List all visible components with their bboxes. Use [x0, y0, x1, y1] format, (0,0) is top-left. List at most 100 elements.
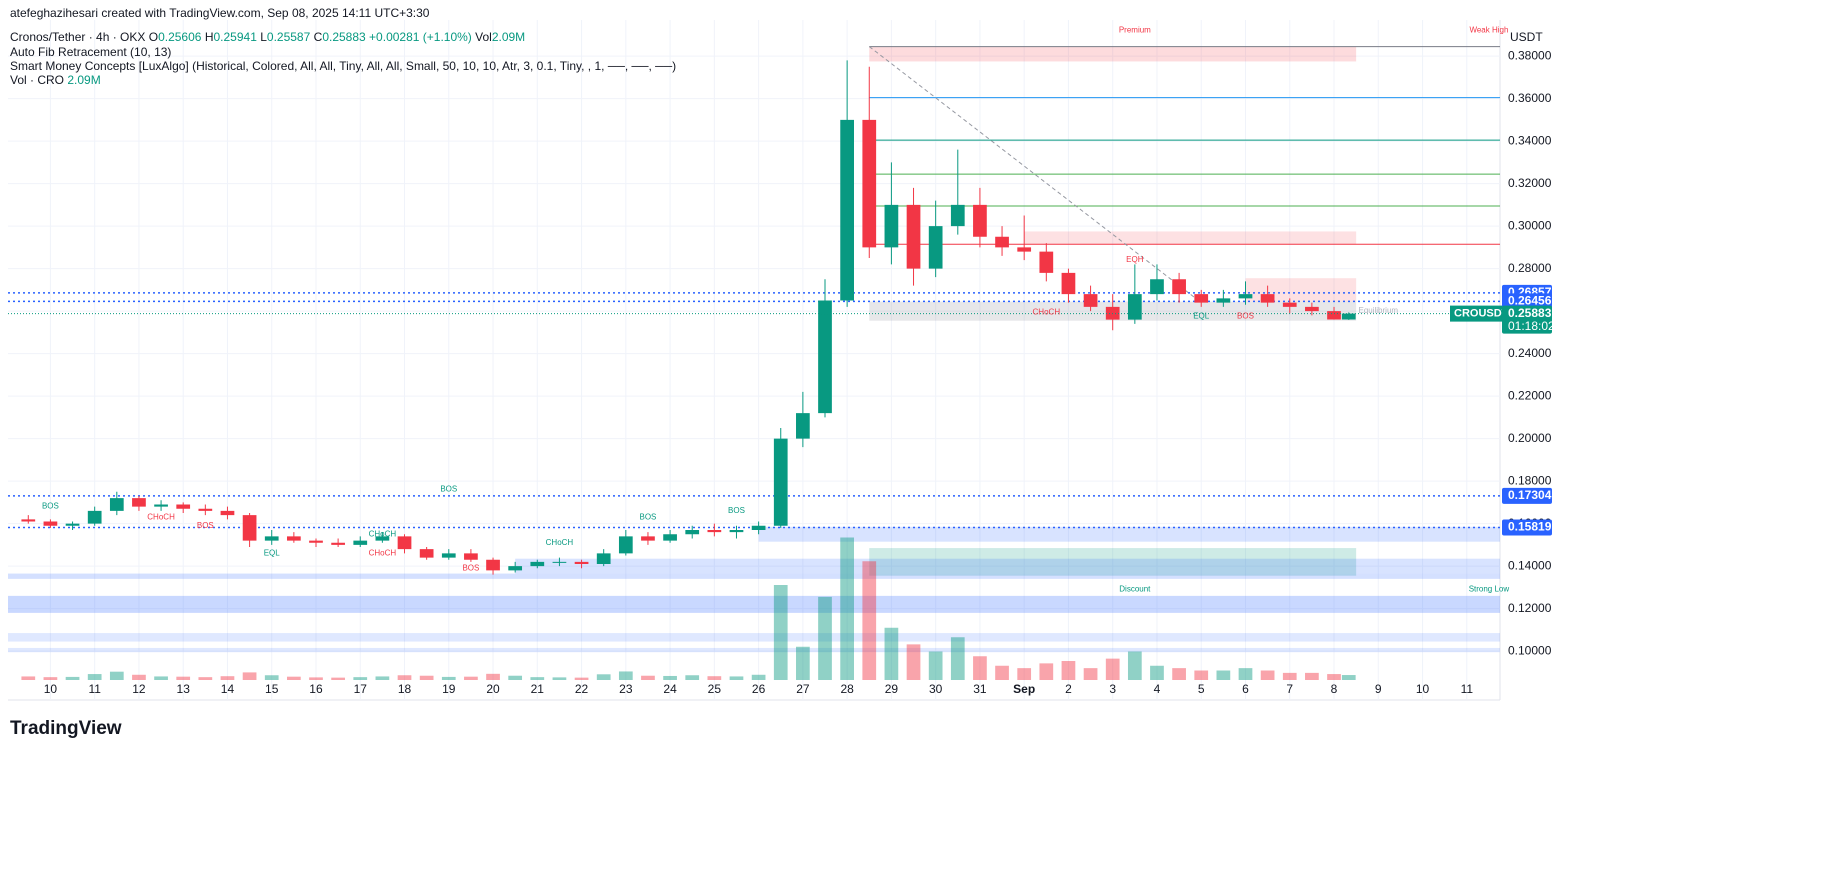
volume-bar	[1150, 665, 1164, 680]
y-tick-label: 0.24000	[1508, 346, 1552, 360]
candle-body	[773, 438, 788, 526]
x-tick-label: 18	[398, 682, 412, 696]
candle-body	[552, 561, 567, 563]
annotation: CHoCH	[546, 538, 574, 547]
low-value: 0.25587	[266, 30, 311, 44]
candle-body	[331, 542, 345, 545]
candle-body	[818, 300, 832, 414]
volume-bar	[973, 656, 987, 680]
candle-body	[685, 530, 700, 535]
volume-bar	[508, 675, 523, 680]
x-tick-label: 8	[1331, 682, 1338, 696]
header: atefeghazihesari created with TradingVie…	[10, 6, 430, 20]
candle-body	[663, 534, 677, 541]
y-tick-label: 0.22000	[1508, 388, 1552, 402]
candle-body	[729, 530, 744, 533]
level-label: 0.15819	[1508, 520, 1552, 534]
volume-bar	[1127, 651, 1142, 680]
zone	[515, 558, 1500, 574]
y-tick-label: 0.36000	[1508, 91, 1552, 105]
candle-body	[353, 540, 368, 545]
volume-bar	[707, 676, 722, 680]
x-tick-label: 6	[1242, 682, 1249, 696]
volume-bar	[1305, 672, 1319, 680]
candle-body	[154, 504, 168, 507]
candle-body	[618, 536, 633, 554]
candle-body	[1061, 272, 1076, 295]
candle-body	[928, 226, 943, 269]
volume-bar	[1327, 674, 1341, 680]
volume-bar	[1238, 668, 1253, 680]
candle-body	[1260, 294, 1275, 303]
x-tick-label: 29	[885, 682, 899, 696]
candle-body	[530, 561, 545, 567]
candle-body	[1327, 311, 1341, 320]
close-value: 0.25883	[322, 30, 366, 44]
volume-bar	[353, 677, 368, 680]
level-tag	[1502, 519, 1552, 536]
volume-bar	[1260, 670, 1275, 680]
x-tick-label: 19	[442, 682, 456, 696]
level-tag	[1502, 293, 1552, 310]
candle-body	[1127, 294, 1142, 320]
y-tick-label: 0.18000	[1508, 473, 1552, 487]
vol-value: 2.09M	[491, 30, 526, 44]
ticker: CROUSDT	[1454, 308, 1509, 320]
volume-bar	[375, 676, 390, 680]
x-tick-label: 30	[929, 682, 943, 696]
price-tag	[1450, 305, 1502, 322]
x-tick-label: 31	[973, 682, 987, 696]
annotation: Equilibrium	[1358, 306, 1398, 315]
vol-indicator-value: 2.09M	[67, 73, 101, 87]
x-tick-label: Sep	[1013, 682, 1035, 696]
candle-body	[796, 413, 810, 439]
volume-bar	[464, 676, 478, 680]
annotation: CHoCH	[147, 512, 175, 521]
candle-body	[1341, 313, 1356, 320]
legend: Cronos/Tether · 4h · OKX O0.25606 H0.259…	[10, 30, 525, 44]
candle-body	[486, 559, 500, 571]
volume-bar	[1105, 658, 1120, 680]
candle-body	[840, 119, 854, 301]
volume-bar	[1282, 672, 1297, 680]
currency: USDT	[1510, 30, 1543, 44]
zone	[8, 633, 1500, 642]
price-tag	[1502, 305, 1552, 334]
level-tag	[1502, 487, 1552, 504]
y-tick-label: 0.12000	[1508, 601, 1552, 615]
x-tick-label: 11	[1461, 682, 1474, 696]
annotation: CHoCH	[369, 529, 397, 538]
volume-bar	[441, 676, 456, 680]
y-tick-label: 0.28000	[1508, 261, 1552, 275]
candle-body	[1150, 279, 1164, 295]
volume-bar	[486, 673, 500, 680]
y-tick-label: 0.20000	[1508, 431, 1552, 445]
candle-body	[264, 536, 279, 541]
change: +0.00281 (+1.10%)	[369, 30, 472, 44]
x-tick-label: 3	[1109, 682, 1116, 696]
volume-bar	[21, 676, 36, 680]
high-value: 0.25941	[213, 30, 257, 44]
volume-bar	[530, 677, 545, 680]
annotation: Premium	[1119, 26, 1151, 35]
y-tick-label: 0.14000	[1508, 558, 1552, 572]
candle-body	[309, 540, 323, 543]
x-tick-label: 14	[221, 682, 235, 696]
level-label: 0.17304	[1508, 488, 1552, 502]
x-tick-label: 16	[309, 682, 323, 696]
candle-body	[1172, 279, 1186, 295]
candle-body	[464, 553, 478, 560]
x-tick-label: 9	[1375, 682, 1382, 696]
candle-body	[21, 519, 36, 522]
candle-body	[574, 561, 589, 564]
volume-bar	[773, 585, 788, 680]
volume-bar	[1061, 661, 1076, 680]
annotation: BOS	[728, 506, 745, 515]
brand: TradingView	[10, 718, 122, 739]
zone	[8, 573, 1500, 579]
volume-bar	[641, 675, 655, 680]
indicator: Auto Fib Retracement (10, 13)	[10, 45, 172, 59]
volume-bar	[663, 675, 677, 680]
vol-indicator-name: Vol · CRO	[10, 73, 65, 87]
candle-body	[1282, 302, 1297, 307]
